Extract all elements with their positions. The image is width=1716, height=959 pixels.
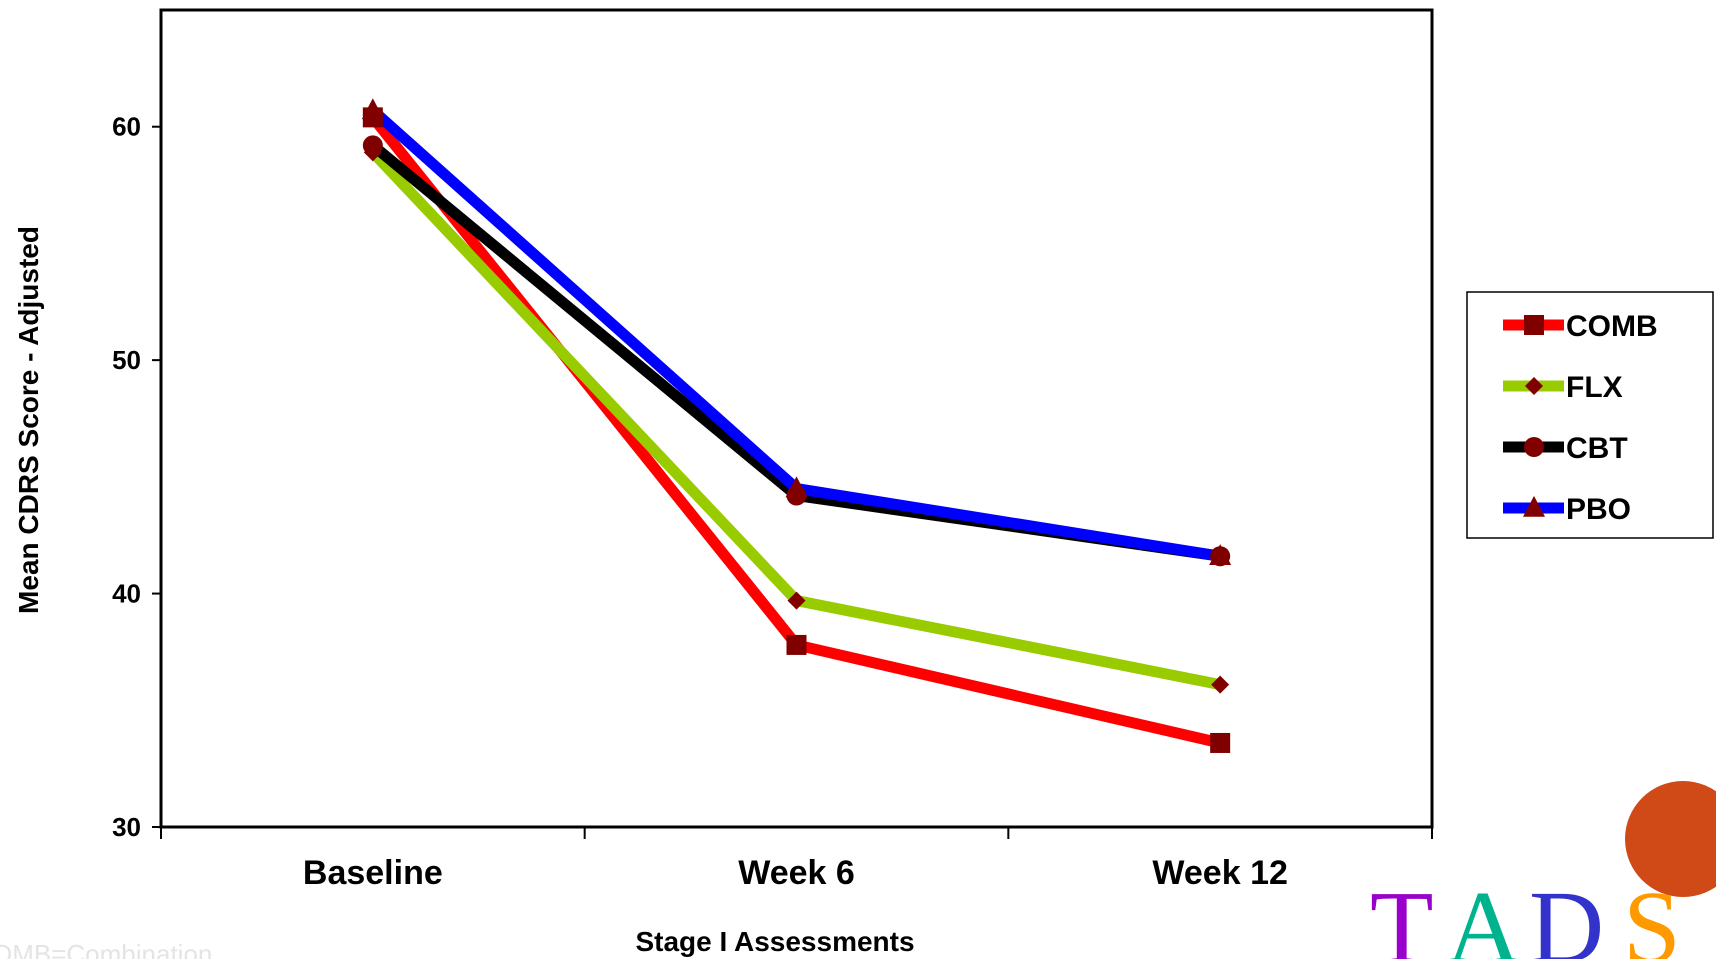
- plot-frame: [159, 8, 1434, 829]
- data-point-cbt: [362, 135, 383, 156]
- data-point-pbo: [785, 476, 808, 498]
- legend-marker-flx: [1525, 377, 1543, 395]
- y-tick-label: 40: [112, 579, 141, 609]
- logo-circle: [1625, 781, 1716, 897]
- x-tick-label: Week 6: [738, 854, 855, 892]
- plot-area: 30 40 50 60 Baseline Week 6 Week 12: [112, 8, 1434, 892]
- legend-box: [1466, 291, 1714, 539]
- x-tick-label: Baseline: [303, 854, 443, 892]
- x-tick-label: Week 12: [1152, 854, 1287, 892]
- data-point-pbo: [1209, 544, 1232, 566]
- logo-letter-t: T: [1370, 870, 1434, 959]
- legend-label-cbt: CBT: [1566, 432, 1628, 465]
- x-axis-title: Stage I Assessments: [635, 926, 914, 957]
- y-tick-label: 50: [112, 345, 141, 375]
- data-point-comb: [786, 634, 807, 655]
- logo-letter-d: D: [1529, 870, 1604, 959]
- logo-letter-a: A: [1446, 870, 1521, 959]
- legend-label-pbo: PBO: [1566, 493, 1631, 526]
- y-axis-title: Mean CDRS Score - Adjusted: [13, 226, 44, 614]
- legend-label-comb: COMB: [1566, 310, 1658, 343]
- legend-marker-pbo: [1523, 495, 1545, 517]
- data-point-pbo: [361, 98, 384, 120]
- legend: COMB FLX CBT PBO: [1466, 291, 1714, 539]
- data-point-flx: [1211, 675, 1230, 694]
- y-tick-label: 30: [112, 812, 141, 842]
- footnote: OMB=Combination: [0, 939, 212, 959]
- data-point-comb: [1210, 732, 1231, 753]
- legend-marker-comb: [1524, 315, 1544, 335]
- legend-marker-cbt: [1524, 437, 1544, 457]
- data-point-flx: [787, 591, 806, 610]
- y-tick-label: 60: [112, 112, 141, 142]
- legend-label-flx: FLX: [1566, 371, 1623, 404]
- logo-letter-s: S: [1623, 870, 1681, 959]
